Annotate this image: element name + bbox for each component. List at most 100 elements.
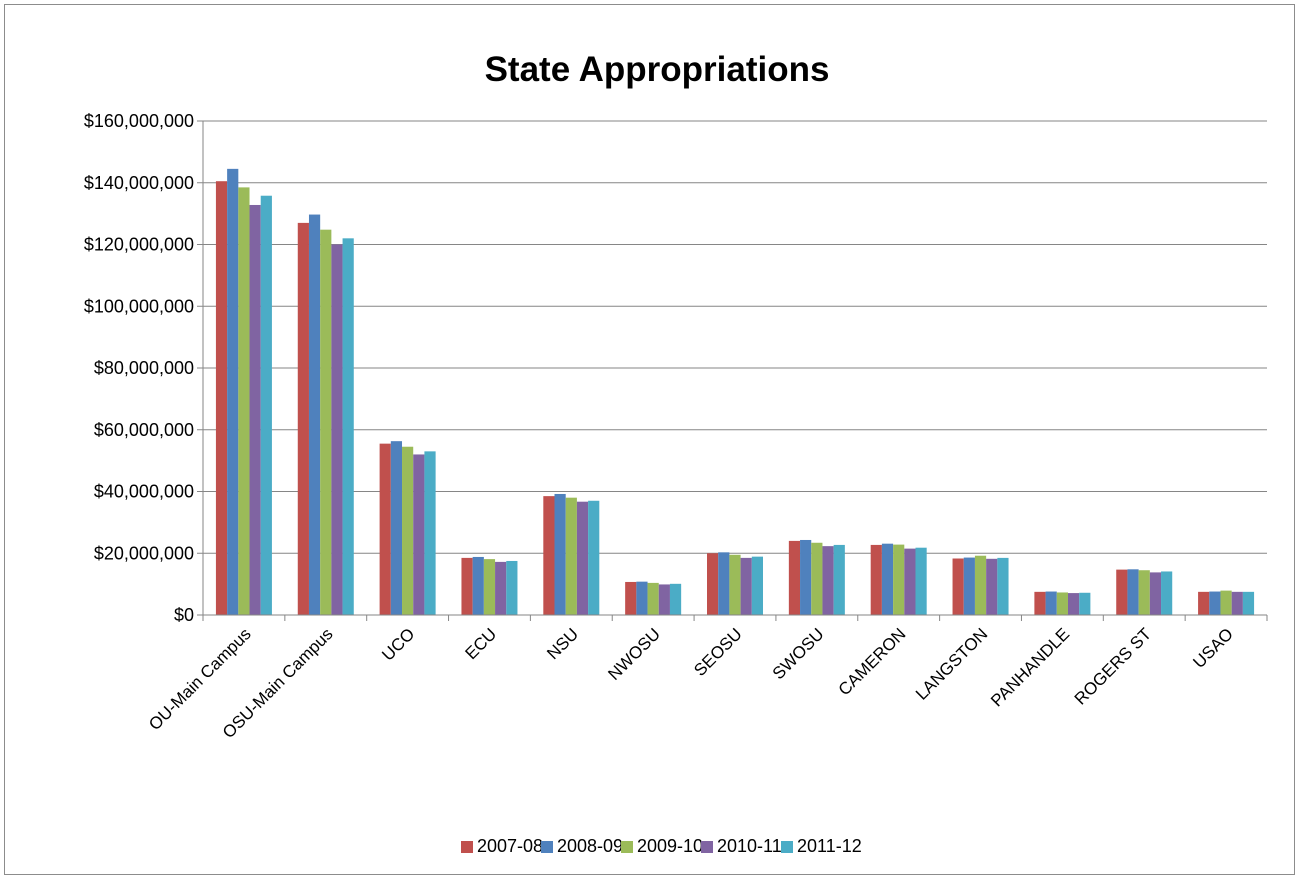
y-tick-label: $120,000,000 [84,235,194,255]
bar [1198,591,1210,615]
bar [1138,570,1150,615]
y-tick-label: $100,000,000 [84,296,194,316]
bar [565,497,577,615]
bar [1034,591,1046,615]
bar [1220,590,1232,615]
bar [893,544,905,615]
bar [915,547,927,615]
bar [1209,591,1221,615]
legend-item: 2008-09 [541,836,623,856]
bar [718,552,730,615]
bar [320,229,332,615]
bar [342,238,354,615]
x-tick-label: CAMERON [835,624,910,699]
bar [1231,591,1243,615]
bar [390,441,403,615]
bar [461,557,473,615]
bar [647,582,659,615]
bar [636,581,648,615]
legend-swatch [461,841,473,853]
chart-title: State Appropriations [485,50,830,89]
bar [658,584,670,615]
bar [1149,572,1162,615]
bar [729,554,741,615]
axes [202,121,1268,621]
bar [249,204,261,616]
bar [472,556,484,615]
y-tick-label: $60,000,000 [94,420,194,440]
bar [1079,592,1091,615]
x-tick-label: ECU [461,624,500,663]
bar [822,546,834,615]
bar [669,583,682,615]
bar [1242,591,1255,615]
bar [588,500,600,615]
y-tick-label: $160,000,000 [84,111,194,131]
x-tick-label: SEOSU [690,624,746,680]
x-tick-label: PANHANDLE [987,624,1073,710]
y-tick-label: $80,000,000 [94,358,194,378]
legend-label: 2008-09 [557,836,623,856]
legend-item: 2009-10 [621,836,703,856]
gridlines [197,120,1267,616]
bar [554,493,566,615]
bar [811,542,823,615]
y-tick-label: $40,000,000 [94,482,194,502]
legend-label: 2010-11 [717,836,782,856]
legend-item: 2010-11 [701,836,782,856]
bar [997,557,1009,615]
bar [331,244,343,615]
bar [751,556,763,615]
bar [297,222,309,615]
bar [707,553,719,615]
bar [1116,569,1128,615]
bar [904,548,916,615]
x-tick-label: LANGSTON [912,624,991,703]
bar [308,214,321,615]
x-tick-label: USAO [1189,624,1237,672]
y-axis-tick-labels: $0 $20,000,000 $40,000,000 $60,000,000 $80,0… [84,111,194,625]
bar [870,544,882,615]
bar [800,539,812,615]
bar [963,557,975,615]
bar [506,560,518,615]
legend-swatch [541,841,553,853]
bar [1056,592,1068,615]
bar [215,181,228,616]
bar [740,557,752,615]
bar [238,187,250,615]
bar [625,581,637,615]
bar [483,559,496,615]
x-tick-label: UCO [378,624,418,664]
x-tick-label: SWOSU [769,624,828,683]
legend-swatch [701,841,713,853]
legend: 2007-08 2008-09 2009-10 2010-11 2011-12 [461,836,862,856]
legend-label: 2007-08 [477,836,543,856]
bar [543,496,555,615]
legend-item: 2011-12 [781,836,862,856]
bar [1161,571,1173,615]
bar [986,558,998,615]
legend-label: 2011-12 [797,836,862,856]
legend-item: 2007-08 [461,836,543,856]
bar [788,540,801,615]
legend-swatch [621,841,633,853]
legend-label: 2009-10 [637,836,703,856]
legend-swatch [781,841,793,853]
bar [260,195,272,615]
bar [424,451,436,615]
bar [402,446,414,615]
bar [1127,569,1139,615]
bar [952,558,964,615]
bar [413,454,425,615]
bar [495,561,507,615]
x-tick-label: ROGERS ST [1071,624,1155,708]
y-tick-label: $20,000,000 [94,543,194,563]
bar [576,501,589,615]
bars [215,168,1255,616]
bar [227,168,239,615]
bar [1045,591,1057,615]
bar [974,555,987,615]
